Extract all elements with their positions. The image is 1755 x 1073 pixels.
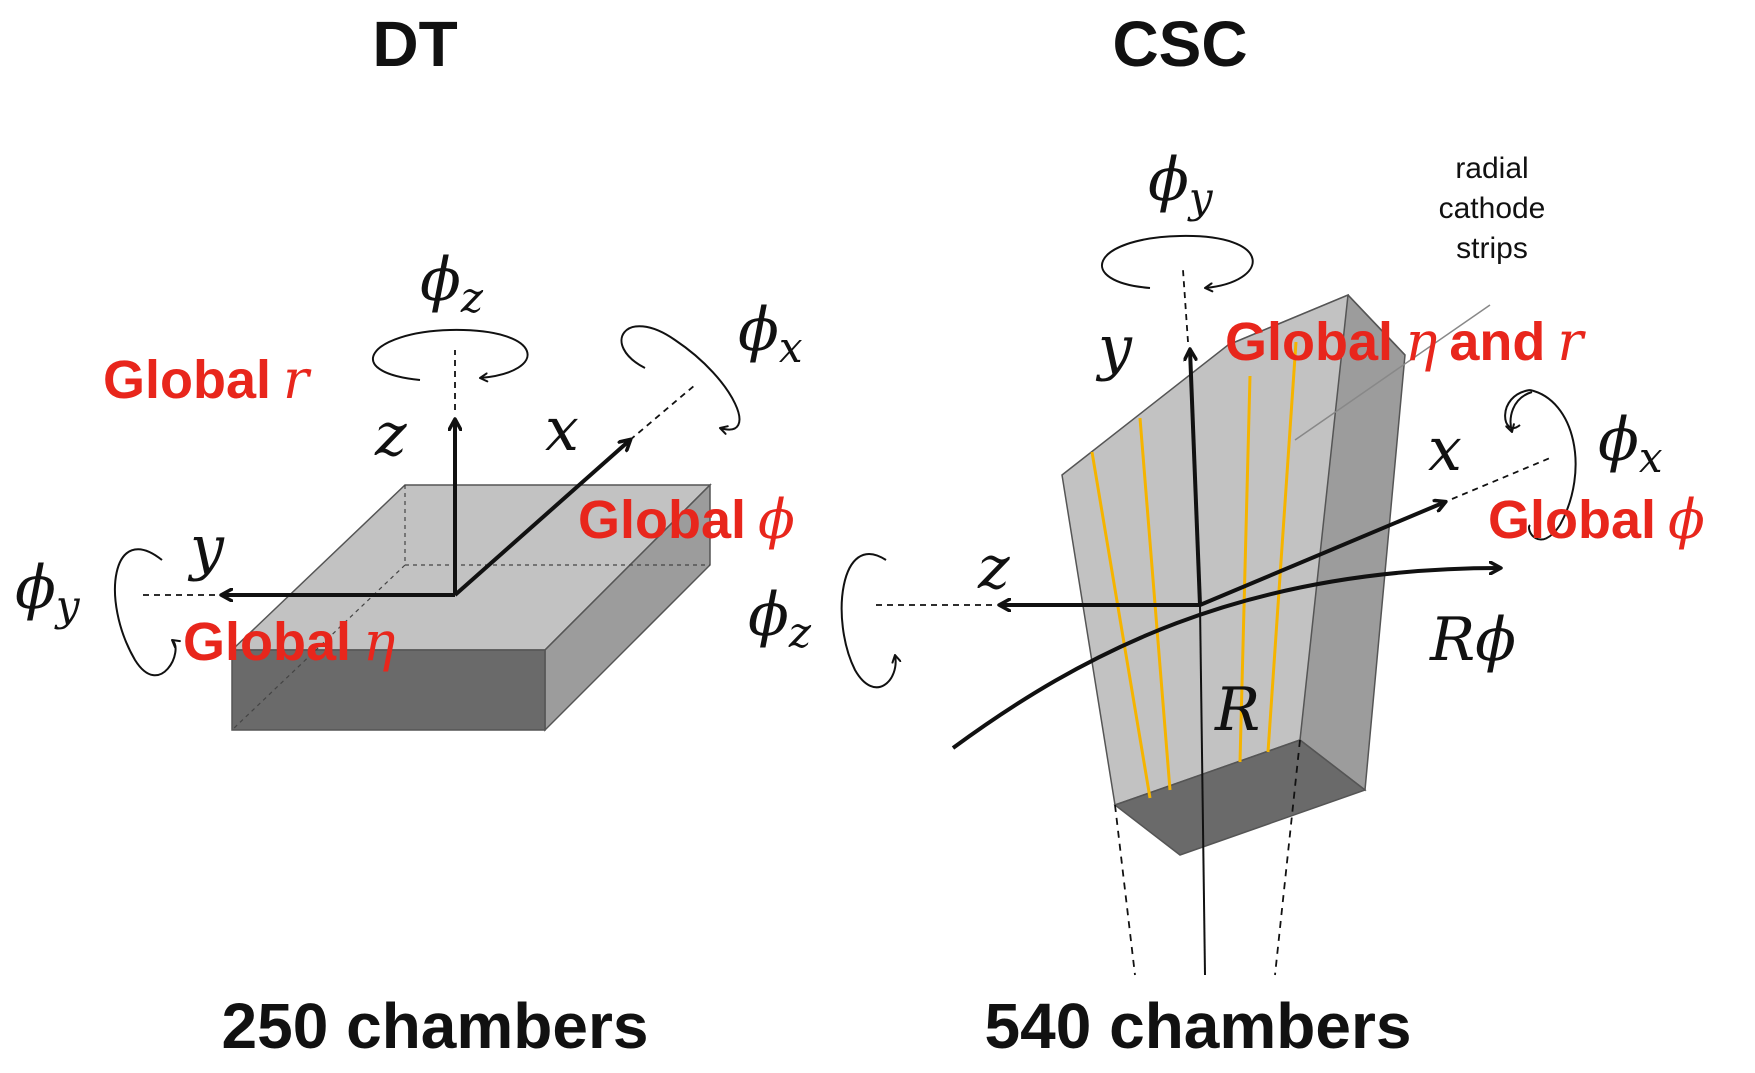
csc-rphi-arc xyxy=(951,568,1500,750)
dt-z-label: z xyxy=(374,400,407,470)
csc-strip xyxy=(1238,375,1252,763)
csc-y-label: y xyxy=(1095,313,1133,383)
dt-x-extension xyxy=(629,384,696,441)
csc-strip xyxy=(1090,451,1152,799)
csc-top-face xyxy=(1113,739,1367,856)
dt-phi-z-label: ϕz xyxy=(420,245,484,322)
csc-z-label: z xyxy=(977,533,1010,603)
dt-x-axis xyxy=(453,440,630,597)
dt-chamber xyxy=(230,483,712,732)
csc-x-extension xyxy=(1451,457,1551,500)
csc-dashed-left xyxy=(1114,804,1136,976)
dt-axes xyxy=(138,350,696,597)
dt-global-r-label: Global r xyxy=(103,348,312,411)
csc-global-phi-label: Global ϕ xyxy=(1488,488,1705,551)
csc-x-label: x xyxy=(1428,415,1462,485)
csc-count: 540 chambers xyxy=(985,990,1412,1062)
csc-rotation-x-arrow xyxy=(1504,389,1577,541)
strips-note-line3: strips xyxy=(1456,232,1528,265)
dt-phi-x-label: ϕx xyxy=(738,295,803,372)
strips-note-line2: cathode xyxy=(1439,192,1546,225)
dt-title: DT xyxy=(372,8,457,80)
csc-y-extension xyxy=(1182,269,1189,343)
csc-rotation-z-arrow xyxy=(840,553,902,689)
csc-r-line xyxy=(1199,604,1206,976)
dt-y-label: y xyxy=(187,513,225,583)
csc-phi-z-label: ϕz xyxy=(748,580,812,657)
csc-rphi-label: Rϕ xyxy=(1429,605,1516,675)
dt-rotation-y-arrow xyxy=(113,548,181,677)
csc-axes xyxy=(872,269,1551,607)
csc-x-axis xyxy=(1199,502,1445,607)
strips-note-line1: radial xyxy=(1455,152,1528,185)
dt-rotation-z-arrow xyxy=(371,328,529,383)
csc-title: CSC xyxy=(1112,8,1247,80)
csc-rotation-y-arrow xyxy=(1101,234,1254,293)
csc-y-axis xyxy=(1190,350,1202,606)
dt-global-eta-label: Global η xyxy=(183,610,395,673)
csc-construction xyxy=(951,568,1500,976)
strips-leader-line xyxy=(1294,304,1491,441)
csc-phi-y-label: ϕy xyxy=(1148,145,1214,222)
dt-global-phi-label: Global ϕ xyxy=(578,488,795,551)
csc-edge xyxy=(1347,294,1406,356)
csc-front-face xyxy=(1061,293,1349,807)
csc-phi-x-label: ϕx xyxy=(1598,405,1663,482)
csc-chamber xyxy=(1061,293,1406,856)
csc-dashed-right xyxy=(1274,739,1301,976)
dt-phi-y-label: ϕy xyxy=(15,553,81,630)
csc-cathode-strips xyxy=(1090,341,1298,799)
csc-strip xyxy=(1266,341,1298,753)
dt-rotation-x-arrow xyxy=(620,325,741,435)
dt-count: 250 chambers xyxy=(222,990,649,1062)
csc-global-eta-r-label: Global η and r xyxy=(1225,310,1586,373)
csc-r-label: R xyxy=(1214,675,1260,745)
dt-x-label: x xyxy=(545,395,579,465)
dt-box-front-face xyxy=(231,649,546,731)
